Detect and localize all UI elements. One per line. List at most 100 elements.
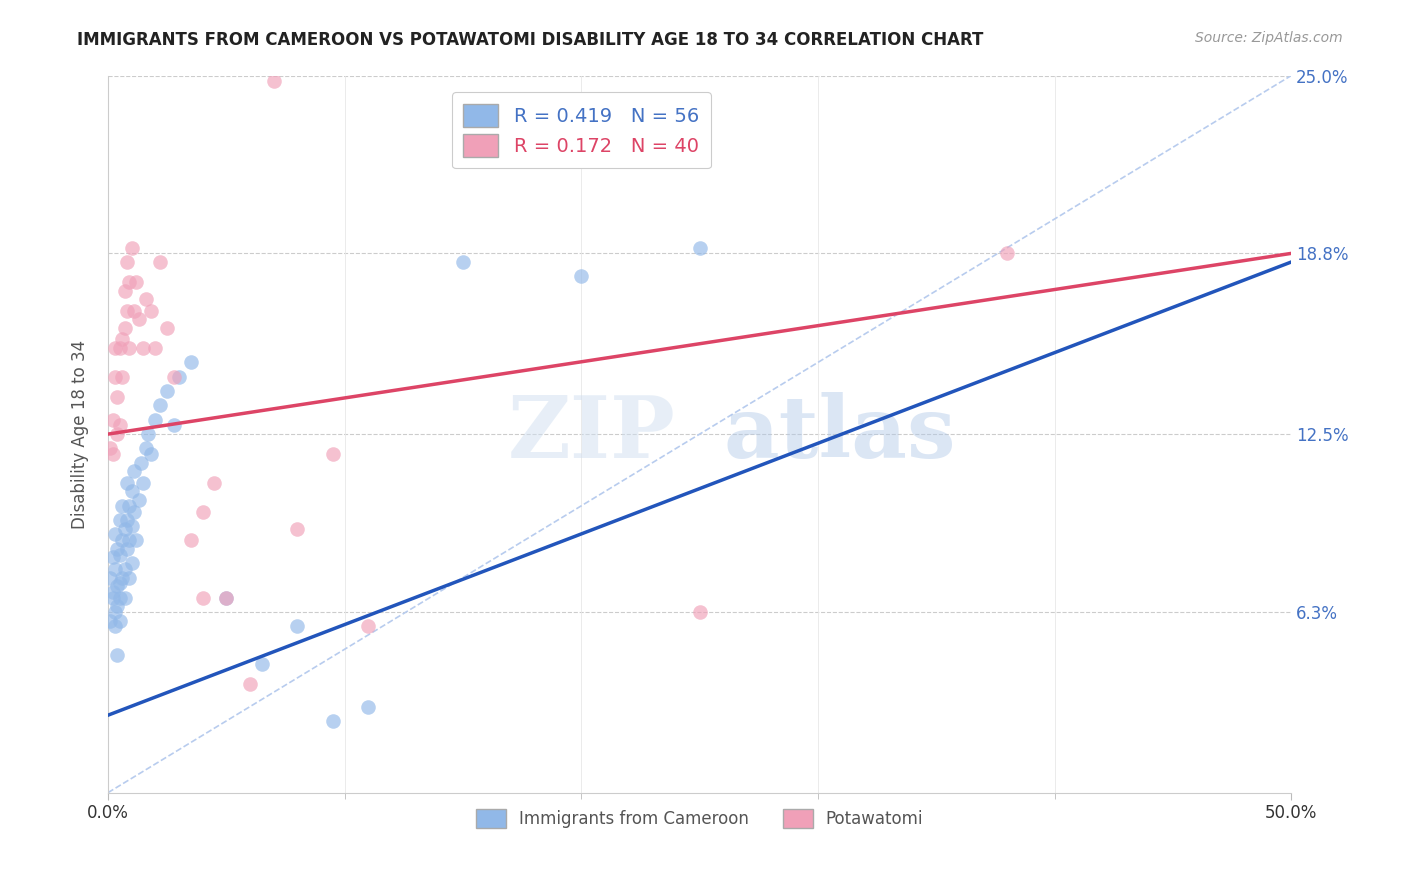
Point: [132, 341, 155, 355]
Point: [357, 619, 380, 633]
Point: [163, 369, 186, 384]
Point: [111, 533, 134, 548]
Point: [118, 570, 141, 584]
Point: [104, 562, 127, 576]
Point: [263, 74, 285, 88]
Point: [139, 303, 162, 318]
Point: [215, 591, 238, 605]
Point: [180, 355, 202, 369]
Point: [101, 550, 124, 565]
Point: [104, 527, 127, 541]
Point: [111, 369, 134, 384]
Text: Source: ZipAtlas.com: Source: ZipAtlas.com: [1195, 31, 1343, 45]
Point: [121, 519, 143, 533]
Point: [128, 312, 150, 326]
Point: [108, 341, 131, 355]
Point: [118, 341, 141, 355]
Point: [108, 548, 131, 562]
Point: [136, 427, 159, 442]
Point: [122, 303, 145, 318]
Point: [108, 591, 131, 605]
Point: [101, 591, 124, 605]
Point: [143, 341, 166, 355]
Point: [322, 447, 344, 461]
Point: [156, 384, 179, 398]
Point: [115, 303, 138, 318]
Point: [101, 413, 124, 427]
Point: [114, 591, 136, 605]
Point: [128, 493, 150, 508]
Point: [108, 614, 131, 628]
Text: atlas: atlas: [723, 392, 956, 476]
Text: ZIP: ZIP: [508, 392, 676, 476]
Point: [104, 619, 127, 633]
Point: [111, 570, 134, 584]
Point: [569, 269, 592, 284]
Point: [104, 605, 127, 619]
Point: [132, 475, 155, 490]
Point: [98, 614, 121, 628]
Point: [995, 246, 1018, 260]
Point: [114, 562, 136, 576]
Point: [149, 255, 172, 269]
Point: [149, 398, 172, 412]
Point: [107, 579, 129, 593]
Point: [156, 321, 179, 335]
Point: [115, 255, 138, 269]
Point: [122, 464, 145, 478]
Point: [285, 619, 308, 633]
Point: [191, 504, 214, 518]
Point: [107, 648, 129, 662]
Point: [118, 499, 141, 513]
Point: [122, 504, 145, 518]
Point: [115, 475, 138, 490]
Point: [125, 533, 148, 548]
Point: [451, 255, 474, 269]
Point: [104, 369, 127, 384]
Point: [285, 522, 308, 536]
Point: [107, 390, 129, 404]
Point: [108, 513, 131, 527]
Point: [215, 591, 238, 605]
Point: [98, 442, 121, 456]
Point: [689, 241, 711, 255]
Point: [121, 556, 143, 570]
Point: [322, 714, 344, 728]
Text: IMMIGRANTS FROM CAMEROON VS POTAWATOMI DISABILITY AGE 18 TO 34 CORRELATION CHART: IMMIGRANTS FROM CAMEROON VS POTAWATOMI D…: [77, 31, 984, 49]
Point: [115, 513, 138, 527]
Point: [121, 241, 143, 255]
Point: [121, 484, 143, 499]
Point: [204, 475, 226, 490]
Point: [107, 427, 129, 442]
Point: [108, 418, 131, 433]
Point: [107, 541, 129, 556]
Point: [250, 657, 273, 671]
Point: [118, 533, 141, 548]
Point: [111, 333, 134, 347]
Point: [180, 533, 202, 548]
Point: [191, 591, 214, 605]
Point: [118, 275, 141, 289]
Point: [135, 292, 157, 306]
Point: [357, 699, 380, 714]
Point: [111, 499, 134, 513]
Point: [139, 447, 162, 461]
Point: [114, 284, 136, 298]
Point: [101, 447, 124, 461]
Legend: Immigrants from Cameroon, Potawatomi: Immigrants from Cameroon, Potawatomi: [470, 802, 929, 835]
Point: [239, 676, 262, 690]
Point: [101, 585, 124, 599]
Y-axis label: Disability Age 18 to 34: Disability Age 18 to 34: [72, 340, 89, 529]
Point: [689, 605, 711, 619]
Point: [135, 442, 157, 456]
Point: [129, 456, 152, 470]
Point: [104, 341, 127, 355]
Point: [125, 275, 148, 289]
Point: [114, 522, 136, 536]
Point: [114, 321, 136, 335]
Point: [143, 413, 166, 427]
Point: [108, 576, 131, 591]
Point: [107, 599, 129, 614]
Point: [98, 570, 121, 584]
Point: [115, 541, 138, 556]
